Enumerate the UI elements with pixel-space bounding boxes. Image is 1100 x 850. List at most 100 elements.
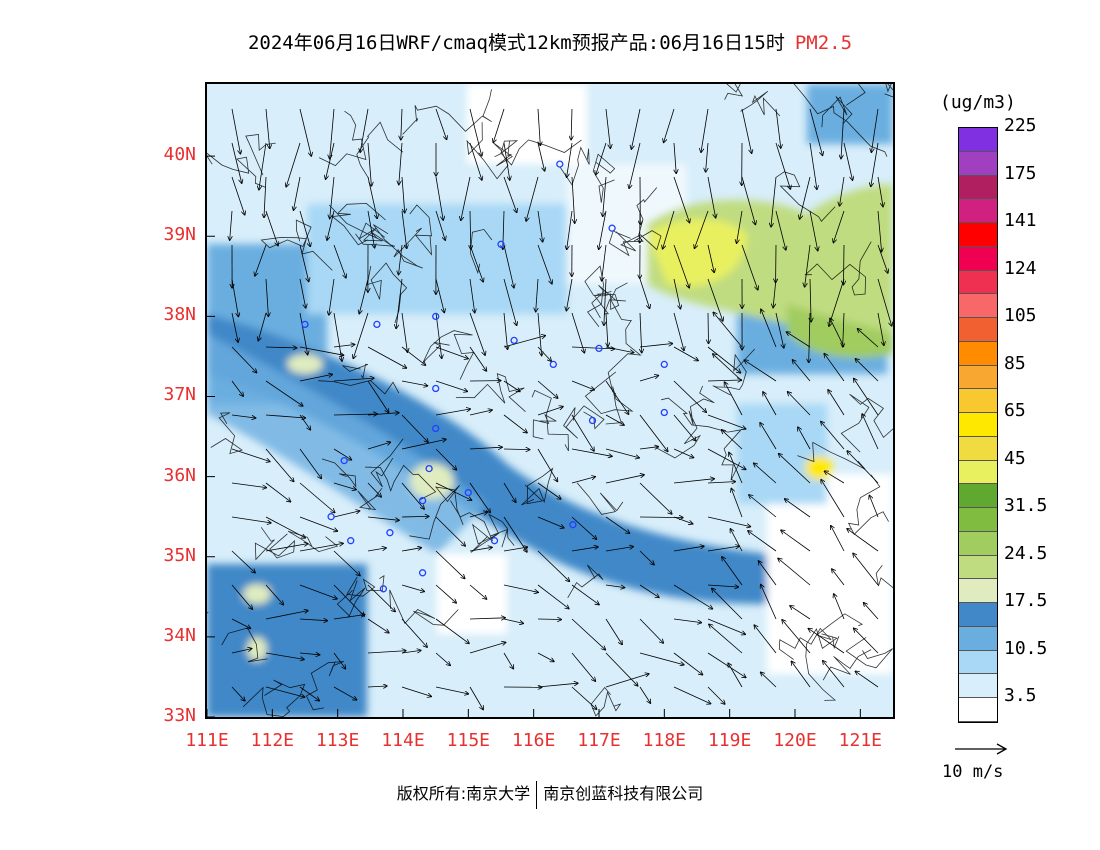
title-text: 2024年06月16日WRF/cmaq模式12km预报产品:06月16日15时 [247,32,785,54]
wind-arrow [763,392,777,416]
wind-arrow [707,546,739,552]
wind-arrow [571,108,572,140]
wind-arrow [469,312,485,355]
wind-arrow [435,210,445,240]
wind-arrow [707,618,745,634]
site-marker [432,424,440,433]
wind-arrow [788,392,811,416]
wind-arrow [401,650,421,654]
wind-arrow [571,686,597,709]
wind-arrow [832,569,845,586]
wind-arrow [537,516,564,528]
wind-arrow [399,244,403,275]
wind-arrow [265,210,278,246]
wind-arrow [299,653,320,655]
admin-border-line [336,580,366,618]
wind-arrow [537,380,558,398]
wind-arrow [771,176,777,227]
wind-arrow [605,674,649,688]
site-marker [464,488,472,497]
wind-arrow [330,176,335,219]
wind-arrow [571,652,595,681]
wind-arrow [359,278,369,314]
wind-arrow [231,380,243,396]
wind-arrow [367,380,389,412]
wind-arrow [707,346,741,373]
wind-arrow [537,652,554,662]
wind-arrow [855,671,879,688]
wind-arrow [673,176,690,223]
wind-arrow [833,210,845,243]
site-marker [556,160,564,168]
admin-border-line [494,139,582,166]
wind-arrow [435,346,468,359]
wind-arrow [231,176,245,215]
admin-border-line [364,464,437,500]
wind-arrow [729,453,743,484]
wind-arrow [602,244,607,281]
wind-arrow [231,649,252,654]
wind-arrow [503,618,523,623]
wind-arrow [299,108,311,156]
wind-arrow [571,414,594,451]
wind-arrow [265,414,305,418]
wind-arrow [793,360,811,382]
admin-border-line [712,348,755,396]
colorbar-swatch [959,246,997,271]
wind-arrow [663,210,675,249]
wind-arrow [725,382,743,416]
wind-arrow [435,482,472,500]
admin-border-line [584,265,620,328]
wind-arrow [327,210,335,240]
wind-arrow [741,176,755,225]
wind-arrow [503,380,520,392]
admin-border-line [615,230,662,252]
wind-arrow [469,618,505,619]
wind-arrow [537,448,557,481]
wind-arrow [599,210,607,249]
wind-arrow [231,482,266,488]
wind-arrow [800,176,811,219]
wind-arrow [567,142,573,177]
wind-arrow [805,244,811,287]
wind-arrow [754,625,777,654]
colorbar-swatch [959,626,997,651]
colorbar-swatch [959,508,997,532]
wind-arrow [754,463,777,484]
wind-arrow [286,142,301,187]
wind-arrow [639,344,672,348]
wind-arrow [825,471,845,484]
wind-arrow [537,244,552,284]
wind-arrow [265,611,308,620]
wind-arrow [503,449,530,450]
wind-arrow [708,312,709,343]
wind-arrow [503,652,513,669]
wind-arrow [503,584,538,592]
admin-border-line [591,284,627,319]
wind-arrow [537,619,561,620]
copyright-right: 南京创蓝科技有限公司 [543,784,704,803]
admin-border-line [287,530,339,553]
wind-arrow [823,661,845,688]
wind-arrow [712,589,743,620]
colorbar-swatch [959,199,997,224]
wind-arrow [367,413,399,416]
wind-arrow [877,176,883,207]
wind-arrow [401,312,407,352]
wind-arrow [728,663,743,688]
wind-arrow [701,108,709,152]
wind-arrow [265,380,303,406]
wind-arrow [469,142,482,180]
wind-arrow [605,346,634,353]
wind-arrow [435,448,456,470]
wind-arrow [709,624,743,654]
site-marker [660,408,668,417]
wind-arrow [673,414,696,441]
admin-border-line [531,389,569,452]
species-label: PM2.5 [794,32,853,54]
wind-arrow [673,546,704,552]
wind-arrow [707,244,714,272]
colorbar-label: 124 [1004,257,1037,279]
wind-arrow [503,142,510,180]
admin-border-line [254,527,295,561]
